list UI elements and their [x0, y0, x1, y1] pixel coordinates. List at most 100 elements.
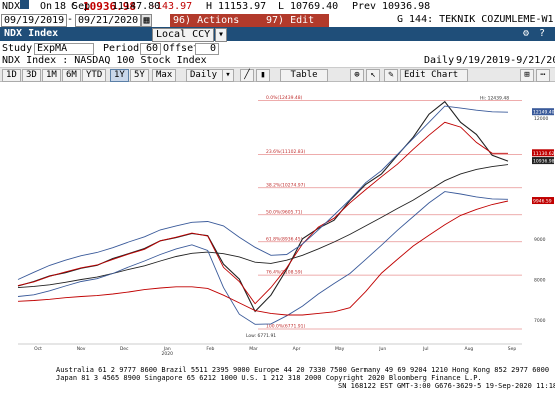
period-button-max[interactable]: Max [152, 69, 177, 82]
calendar-icon[interactable]: ▦ [141, 14, 152, 27]
last-prefix: C [71, 1, 78, 12]
frequency-label: Daily [424, 55, 455, 66]
fib-levels: 0.0%(12439.48) 23.6%(11102.83) 38.2%(10274… [258, 95, 522, 330]
annotations: Hi: 12439.48 Low: 6771.91 12149.40 11130.62… [246, 96, 555, 340]
open-value: 11147.80 [112, 1, 161, 12]
low-annotation: Low: 6771.91 [246, 333, 276, 339]
edit-chart-button[interactable]: Edit Chart [400, 69, 468, 82]
start-date-field[interactable]: 09/19/2019 [1, 14, 68, 27]
price-label-text: 9946.59 [533, 199, 552, 205]
period-button-3d[interactable]: 3D [22, 69, 41, 82]
price-label: 11130.62 [532, 149, 555, 157]
high-annotation: Hi: 12439.48 [480, 96, 509, 102]
fib-label: 0.0%(12439.48) [266, 95, 303, 101]
series-line [17, 200, 509, 316]
x-tick-label: Dec [120, 346, 129, 352]
quote-date: 18 Sep [54, 1, 91, 12]
fib-label: 61.8%(8936.45) [266, 236, 303, 242]
x-tick-label: Jan [163, 346, 171, 352]
footer-line-2: Japan 81 3 4565 8900 Singapore 65 6212 1… [56, 374, 482, 382]
price-label-box [532, 149, 554, 157]
line-chart-icon[interactable]: ╱ [240, 69, 254, 82]
x-tick-label: Jun [378, 346, 386, 352]
info-row: NDX Index : NASDAQ 100 Stock Index Daily… [0, 55, 555, 68]
page-title: G 144: TEKNIK COZUMLEME-W1 [395, 14, 555, 25]
study-label: Study [2, 43, 33, 54]
chevron-down-icon[interactable]: ▾ [222, 69, 234, 82]
high-prefix: H [206, 1, 213, 12]
x-tick-label: Nov [77, 346, 86, 352]
y-tick-label: 8000 [534, 278, 546, 284]
fib-label: 38.2%(10274.97) [266, 182, 306, 188]
title-bar: NDX Index [0, 27, 555, 41]
table-button[interactable]: Table [280, 69, 328, 82]
ticker-flag-icon [20, 0, 29, 9]
price-label-text: 11130.62 [533, 151, 555, 157]
help-icon[interactable]: ? [539, 28, 546, 39]
actions-menu[interactable]: 96) Actions [170, 14, 266, 27]
grid-icon[interactable]: ⊞ [520, 69, 534, 82]
footer-line-1: Australia 61 2 9777 8600 Brazil 5511 239… [56, 366, 550, 374]
x-tick-label: Sep [508, 346, 517, 352]
last-price: 10936.98 [83, 0, 136, 13]
edit-menu[interactable]: 97) Edit [263, 14, 329, 27]
price-label: 9946.59 [532, 197, 554, 205]
period-label: Period [103, 43, 140, 54]
price-label: 10936.98 [532, 157, 555, 165]
fib-label: 23.6%(11102.83) [266, 149, 306, 155]
ticker-label: NDX [2, 1, 21, 12]
more-icon[interactable]: ⋯ [536, 69, 550, 82]
price-label: 12149.40 [532, 108, 555, 116]
frequency-select[interactable]: Daily [186, 69, 226, 82]
price-label-box [532, 157, 554, 165]
x-tick-label: Aug [465, 346, 474, 352]
quote-bar: NDX C 10936.98 -143.97 On 18 Sep 11147.8… [0, 0, 555, 13]
period-button-5y[interactable]: 5Y [130, 69, 149, 82]
x-tick-label: Feb [206, 346, 214, 352]
series-line [17, 191, 509, 325]
period-button-6m[interactable]: 6M [62, 69, 81, 82]
zoom-icon[interactable]: ⊕ [350, 69, 364, 82]
price-change: -143.97 [150, 1, 193, 12]
y-tick-label: 12000 [534, 116, 548, 122]
series-line [17, 105, 509, 280]
period-input[interactable]: 60 [140, 43, 161, 55]
x-tick-label: Jul [422, 346, 428, 352]
open-prefix: On [40, 1, 53, 12]
date-range-label: 9/19/2019-9/21/2020 [456, 55, 555, 66]
currency-select[interactable]: Local CCY [152, 28, 215, 42]
period-button-1d[interactable]: 1D [2, 69, 21, 82]
series-group [17, 100, 509, 325]
x-tick-label: Apr [293, 346, 301, 352]
index-description: NDX Index : NASDAQ 100 Stock Index [2, 55, 207, 66]
low-prefix: L [278, 1, 285, 12]
high-value: 11153.97 [218, 1, 267, 12]
low-value: 10769.40 [290, 1, 339, 12]
x-tick-label: Mar [249, 346, 258, 352]
fib-label: 100.0%(6771.91) [266, 324, 306, 330]
x-tick-label: 2020 [162, 351, 174, 357]
gear-icon[interactable]: ⚙ [523, 28, 530, 39]
end-date-field[interactable]: 09/21/2020 [75, 14, 142, 27]
period-button-ytd[interactable]: YTD [82, 69, 107, 82]
fib-label: 50.0%(9605.71) [266, 209, 303, 215]
pencil-icon[interactable]: ✎ [384, 69, 398, 82]
x-tick-label: May [335, 346, 345, 352]
footer-line-3: SN 168122 EST GMT-3:00 G676-3629-5 19-Se… [338, 382, 555, 390]
y-tick-label: 7000 [534, 318, 546, 324]
period-button-1y[interactable]: 1Y [110, 69, 129, 82]
footer: Australia 61 2 9777 8600 Brazil 5511 239… [0, 360, 555, 400]
security-title: NDX Index [4, 28, 59, 39]
series-line [17, 121, 508, 305]
period-button-1m[interactable]: 1M [42, 69, 61, 82]
cursor-icon[interactable]: ↖ [366, 69, 380, 82]
study-select[interactable]: ExpMA [34, 43, 94, 55]
offset-label: Offset [163, 43, 200, 54]
prev-label: Prev [352, 1, 377, 12]
chevron-down-icon[interactable]: ▾ [215, 28, 228, 42]
price-chart[interactable]: 0.0%(12439.48) 23.6%(11102.83) 38.2%(10274… [0, 82, 555, 360]
offset-input[interactable]: 0 [195, 43, 219, 55]
bar-chart-icon[interactable]: ▮ [256, 69, 270, 82]
series-line [17, 164, 509, 289]
